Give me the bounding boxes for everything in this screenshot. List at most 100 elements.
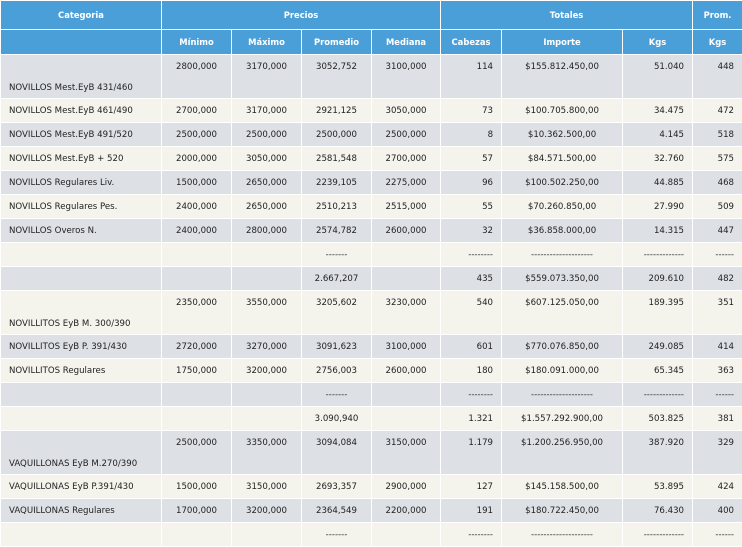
- cell-mediana: [372, 243, 441, 267]
- cell-kgs: 4.145: [623, 123, 693, 147]
- cell-kgs: 65.345: [623, 359, 693, 383]
- cell-maximo: [232, 383, 302, 407]
- cell-categoria: VAQUILLONAS EyB P.391/430: [1, 475, 162, 499]
- cell-cabezas: 8: [441, 123, 502, 147]
- cell-prom-kgs: ------: [693, 243, 742, 267]
- cell-importe: --------------------: [502, 523, 623, 547]
- cell-importe: $1.557.292.900,00: [502, 407, 623, 431]
- cell-mediana: 2900,000: [372, 475, 441, 499]
- cell-mediana: 3100,000: [372, 55, 441, 99]
- cell-promedio: 2500,000: [302, 123, 372, 147]
- cell-categoria: NOVILLOS Regulares Pes.: [1, 195, 162, 219]
- cell-categoria: [1, 523, 162, 547]
- cell-mediana: 3230,000: [372, 291, 441, 335]
- cell-mediana: 3050,000: [372, 99, 441, 123]
- cell-maximo: 2650,000: [232, 171, 302, 195]
- cell-minimo: 2500,000: [162, 123, 232, 147]
- cell-cabezas: --------: [441, 523, 502, 547]
- cell-prom-kgs: ------: [693, 523, 742, 547]
- cell-promedio: 2364,549: [302, 499, 372, 523]
- header-prom-kgs: Kgs: [693, 30, 742, 55]
- cell-maximo: [232, 267, 302, 291]
- cell-cabezas: 114: [441, 55, 502, 99]
- cell-cabezas: 127: [441, 475, 502, 499]
- cell-prom-kgs: 400: [693, 499, 742, 523]
- cell-minimo: 1750,000: [162, 359, 232, 383]
- cell-kgs: 387.920: [623, 431, 693, 475]
- table-row-separator: ------- -------- -------------------- --…: [1, 243, 742, 267]
- header-minimo: Mínimo: [162, 30, 232, 55]
- cell-mediana: 2700,000: [372, 147, 441, 171]
- cell-promedio: 3052,752: [302, 55, 372, 99]
- cell-minimo: 2800,000: [162, 55, 232, 99]
- cell-categoria: [1, 243, 162, 267]
- header-blank: [1, 30, 162, 55]
- cell-prom-kgs: 575: [693, 147, 742, 171]
- cell-minimo: [162, 407, 232, 431]
- cell-kgs: 32.760: [623, 147, 693, 171]
- cell-minimo: 2000,000: [162, 147, 232, 171]
- cell-minimo: [162, 523, 232, 547]
- cell-categoria: NOVILLOS Mest.EyB 461/490: [1, 99, 162, 123]
- cell-maximo: 2650,000: [232, 195, 302, 219]
- cell-promedio: 2239,105: [302, 171, 372, 195]
- cell-kgs: -------------: [623, 523, 693, 547]
- cell-kgs: 14.315: [623, 219, 693, 243]
- cell-promedio: 3094,084: [302, 431, 372, 475]
- cell-cabezas: 180: [441, 359, 502, 383]
- cell-cabezas: 55: [441, 195, 502, 219]
- cell-cabezas: --------: [441, 383, 502, 407]
- cell-minimo: [162, 267, 232, 291]
- cell-maximo: [232, 407, 302, 431]
- cell-promedio: 3.090,940: [302, 407, 372, 431]
- cell-mediana: 2500,000: [372, 123, 441, 147]
- cell-mediana: 3150,000: [372, 431, 441, 475]
- cell-mediana: [372, 523, 441, 547]
- cell-cabezas: 435: [441, 267, 502, 291]
- table-row: NOVILLOS Mest.EyB 491/520 2500,000 2500,…: [1, 123, 742, 147]
- table-row: NOVILLOS Mest.EyB + 520 2000,000 3050,00…: [1, 147, 742, 171]
- cell-importe: $1.200.256.950,00: [502, 431, 623, 475]
- cell-prom-kgs: 468: [693, 171, 742, 195]
- cell-minimo: 2500,000: [162, 431, 232, 475]
- cell-importe: $70.260.850,00: [502, 195, 623, 219]
- cell-mediana: [372, 407, 441, 431]
- cell-prom-kgs: 381: [693, 407, 742, 431]
- cell-mediana: 3100,000: [372, 335, 441, 359]
- cell-kgs: 53.895: [623, 475, 693, 499]
- cell-kgs: -------------: [623, 383, 693, 407]
- cell-minimo: 2700,000: [162, 99, 232, 123]
- cell-importe: $770.076.850,00: [502, 335, 623, 359]
- cell-categoria: NOVILLOS Overos N.: [1, 219, 162, 243]
- header-maximo: Máximo: [232, 30, 302, 55]
- cell-importe: $145.158.500,00: [502, 475, 623, 499]
- header-categoria: Categoria: [1, 1, 162, 30]
- table-row: NOVILLOS Overos N. 2400,000 2800,000 257…: [1, 219, 742, 243]
- cell-prom-kgs: 448: [693, 55, 742, 99]
- cell-categoria: NOVILLOS Mest.EyB + 520: [1, 147, 162, 171]
- cell-maximo: 2500,000: [232, 123, 302, 147]
- cell-kgs: 44.885: [623, 171, 693, 195]
- cell-prom-kgs: 518: [693, 123, 742, 147]
- cell-categoria: NOVILLITOS EyB M. 300/390: [1, 291, 162, 335]
- cell-promedio: 2.667,207: [302, 267, 372, 291]
- table-row: NOVILLOS Mest.EyB 431/460 2800,000 3170,…: [1, 55, 742, 99]
- cell-prom-kgs: 329: [693, 431, 742, 475]
- cell-categoria: NOVILLOS Mest.EyB 431/460: [1, 55, 162, 99]
- table-row-separator: ------- -------- -------------------- --…: [1, 523, 742, 547]
- cell-kgs: 51.040: [623, 55, 693, 99]
- cell-minimo: 1500,000: [162, 171, 232, 195]
- cell-minimo: 2720,000: [162, 335, 232, 359]
- cell-cabezas: 57: [441, 147, 502, 171]
- header-prom: Prom.: [693, 1, 742, 30]
- cell-categoria: [1, 267, 162, 291]
- cell-prom-kgs: ------: [693, 383, 742, 407]
- cell-promedio: 2693,357: [302, 475, 372, 499]
- table-row-separator: ------- -------- -------------------- --…: [1, 383, 742, 407]
- header-totales: Totales: [441, 1, 693, 30]
- cell-kgs: -------------: [623, 243, 693, 267]
- cell-categoria: [1, 407, 162, 431]
- table-row: NOVILLITOS Regulares 1750,000 3200,000 2…: [1, 359, 742, 383]
- cell-mediana: 2600,000: [372, 219, 441, 243]
- cell-prom-kgs: 363: [693, 359, 742, 383]
